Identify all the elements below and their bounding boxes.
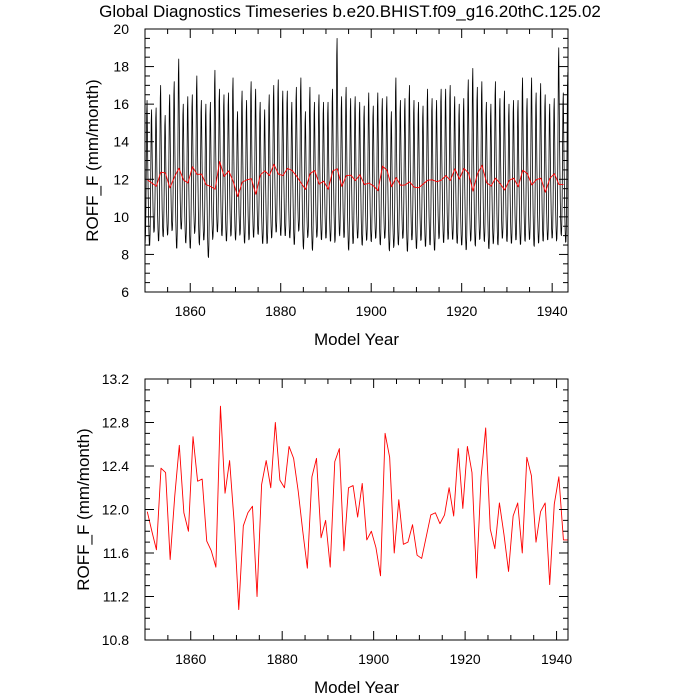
x-tick-label: 1940 xyxy=(537,303,568,319)
series-line-annual-mean xyxy=(146,160,564,198)
x-tick-label: 1880 xyxy=(265,303,296,319)
series-line-annual-mean xyxy=(146,405,568,610)
x-tick-label: 1860 xyxy=(175,303,206,319)
y-tick-label: 12.0 xyxy=(102,502,129,518)
x-tick-label: 1900 xyxy=(358,651,389,667)
y-tick-label: 12.4 xyxy=(102,458,129,474)
x-tick-label: 1900 xyxy=(356,303,387,319)
plot-area xyxy=(145,37,568,258)
y-axis-label: ROFF_F (mm/month) xyxy=(83,79,102,241)
y-axis-label: ROFF_F (mm/month) xyxy=(74,428,93,590)
x-axis-label: Model Year xyxy=(314,330,399,349)
x-tick-label: 1920 xyxy=(446,303,477,319)
y-tick-label: 12 xyxy=(113,171,129,187)
y-tick-label: 6 xyxy=(121,284,129,300)
y-tick-label: 10 xyxy=(113,209,129,225)
y-tick-label: 16 xyxy=(113,96,129,112)
y-tick-label: 13.2 xyxy=(102,371,129,387)
x-tick-label: 1920 xyxy=(450,651,481,667)
y-tick-label: 18 xyxy=(113,59,129,75)
series-line-monthly xyxy=(145,37,568,258)
y-tick-label: 10.8 xyxy=(102,632,129,648)
y-tick-label: 8 xyxy=(121,246,129,262)
y-tick-label: 11.2 xyxy=(103,589,129,605)
y-tick-label: 14 xyxy=(113,134,129,150)
x-tick-label: 1860 xyxy=(175,651,206,667)
plot-area xyxy=(146,405,568,610)
x-tick-label: 1880 xyxy=(267,651,298,667)
x-axis-label: Model Year xyxy=(314,678,399,697)
bottom-panel: 1860 1880 1900 1920 1940 10.8 11.2 11.6 12.0 12.4… xyxy=(74,371,572,697)
chart-title: Global Diagnostics Timeseries b.e20.BHIS… xyxy=(99,2,601,21)
y-tick-label: 20 xyxy=(113,21,129,37)
top-panel: 1860 1880 1900 1920 1940 6 8 10 12 14 16 18 20 Model … xyxy=(83,21,569,349)
x-tick-label: 1940 xyxy=(541,651,572,667)
y-tick-label: 11.6 xyxy=(103,545,129,561)
y-tick-label: 12.8 xyxy=(102,415,129,431)
